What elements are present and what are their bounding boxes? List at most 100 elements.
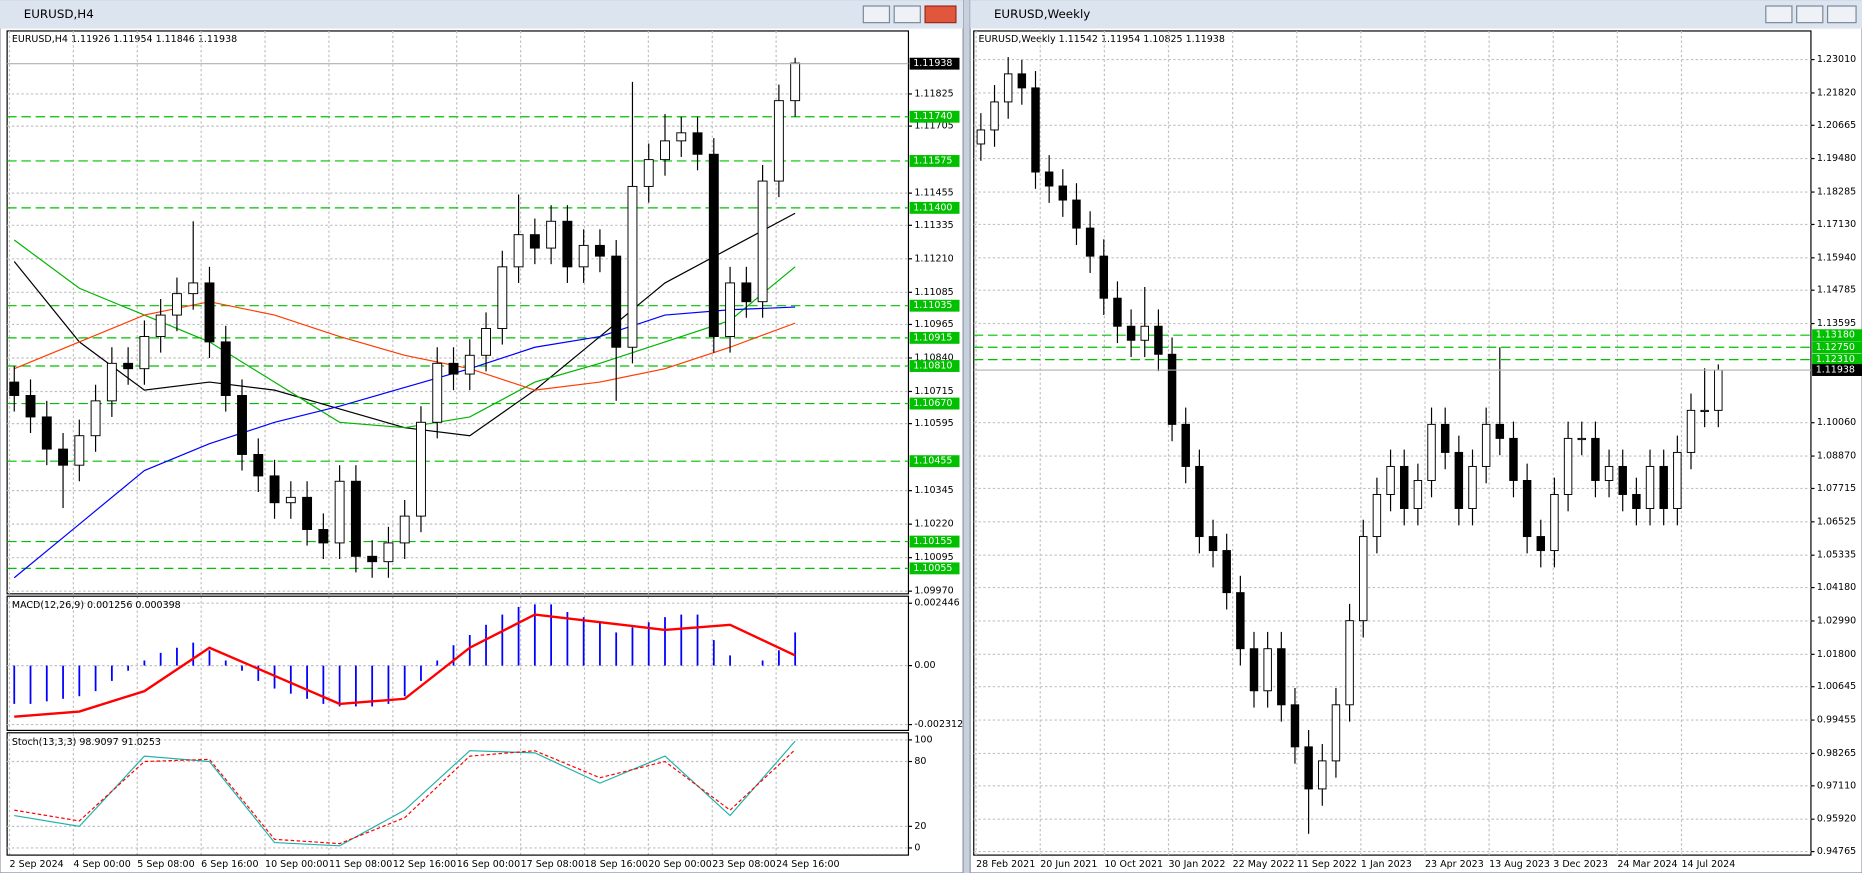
y-tick-label: 1.23010 [1817, 54, 1856, 65]
maximize-button[interactable] [893, 5, 921, 24]
level-tag [909, 562, 960, 575]
close-button[interactable] [924, 5, 957, 24]
level-tag [909, 360, 960, 372]
y-tick-label: 1.00645 [1817, 681, 1856, 692]
candle-body [1454, 451, 1464, 509]
x-tick-label: 16 Sep 00:00 [457, 859, 520, 870]
candle-body [416, 421, 426, 517]
maximize-button[interactable] [1796, 5, 1824, 24]
candle-body [1673, 451, 1682, 509]
y-tick-label: 0.98265 [1817, 748, 1856, 759]
x-tick-label: 10 Sep 00:00 [265, 859, 328, 870]
x-tick-label: 23 Sep 08:00 [712, 859, 775, 870]
candle-body [1140, 325, 1149, 341]
candle-body [1440, 423, 1450, 453]
window-title: EURUSD,H4 [24, 7, 94, 21]
candle-body [1563, 437, 1573, 495]
y-tick-label: 1.10715 [914, 386, 953, 397]
x-tick-label: 3 Dec 2023 [1553, 859, 1608, 870]
charts: EURUSD,H4 1.11926 1.11954 1.11846 1.1193… [6, 30, 1862, 870]
candle-body [367, 555, 378, 563]
y-tick-label: 1.11210 [914, 253, 953, 264]
y-tick-label: -0.002312 [914, 719, 963, 730]
candle-body [106, 362, 117, 402]
y-tick-label: 1.08870 [1817, 451, 1856, 462]
candle-body [1714, 369, 1723, 411]
x-tick-label: 12 Sep 16:00 [393, 859, 456, 870]
candle-body [692, 132, 703, 155]
candle-body [1044, 171, 1054, 187]
candle-body [285, 496, 296, 504]
candle-body [269, 475, 280, 504]
candle-body [660, 140, 670, 161]
y-tick-label: 1.15940 [1817, 252, 1856, 263]
minimize-button[interactable] [1765, 5, 1793, 24]
candle-body [171, 293, 182, 316]
level-tag [909, 155, 960, 167]
candle-body [1290, 704, 1300, 748]
candle-body [1468, 465, 1477, 509]
candle-body [741, 282, 752, 303]
candle-body [725, 282, 736, 338]
y-tick-label: 1.10840 [914, 352, 953, 363]
y-tick-label: 1.11455 [914, 188, 953, 199]
candle-body [220, 341, 231, 396]
candle-body [1481, 423, 1491, 467]
plot-frame [6, 732, 910, 856]
minimize-button[interactable] [862, 5, 891, 24]
candle-body [1277, 648, 1286, 706]
level-tag [909, 535, 960, 548]
y-tick-label: 1.17130 [1817, 219, 1856, 230]
candle-body [1359, 536, 1368, 622]
window [969, 0, 1862, 873]
level-tag [909, 397, 960, 410]
x-tick-label: 30 Jan 2022 [1169, 859, 1226, 870]
candle-body [1700, 409, 1709, 413]
y-tick-label: 1.11335 [914, 220, 953, 231]
candle-body [204, 282, 215, 343]
candle-body [1017, 73, 1027, 89]
candle-body [1686, 409, 1696, 453]
candle-body [1413, 479, 1423, 509]
level-tag [1812, 329, 1862, 342]
candle-body [1304, 746, 1313, 790]
candle-body [58, 448, 69, 466]
indicator-label: Stoch(13,3,3) 98.9097 91.0253 [12, 737, 161, 748]
candle-body [1495, 423, 1505, 439]
y-tick-label: 1.14785 [1817, 285, 1856, 296]
level-tag [909, 110, 960, 123]
y-tick-label: 1.04180 [1817, 582, 1856, 593]
candle-body [1536, 536, 1546, 552]
x-tick-label: 20 Jun 2021 [1040, 859, 1097, 870]
candle-body [708, 153, 719, 338]
candle-body [1099, 255, 1109, 299]
indicator-label: MACD(12,26,9) 0.001256 0.000398 [12, 600, 181, 611]
candle-body [1618, 465, 1627, 495]
y-tick-label: 100 [914, 734, 932, 745]
x-tick-label: 13 Aug 2023 [1489, 859, 1550, 870]
candle-body [1167, 353, 1177, 425]
candle-body [25, 395, 36, 418]
candle-body [627, 185, 638, 348]
level-label: 1.10055 [913, 563, 952, 574]
plot-frame [973, 30, 1812, 856]
indicator-line [14, 740, 796, 847]
y-tick-label: 1.01800 [1817, 649, 1856, 660]
y-tick-label: 1.07715 [1817, 483, 1856, 494]
candle-body [432, 362, 443, 423]
candle-body [1550, 494, 1559, 552]
close-button[interactable] [1826, 5, 1857, 24]
candle-body [562, 220, 573, 268]
candle-body [334, 480, 345, 544]
window [0, 0, 964, 873]
candle-body [1632, 494, 1641, 509]
y-tick-label: 20 [914, 821, 926, 832]
candle-body [1345, 620, 1354, 706]
candle-body [1058, 185, 1068, 201]
candle-body [253, 453, 264, 477]
y-tick-label: 1.11825 [914, 88, 953, 99]
title-bar [0, 0, 964, 29]
candle-body [1154, 325, 1163, 355]
candle-body [1386, 465, 1395, 495]
